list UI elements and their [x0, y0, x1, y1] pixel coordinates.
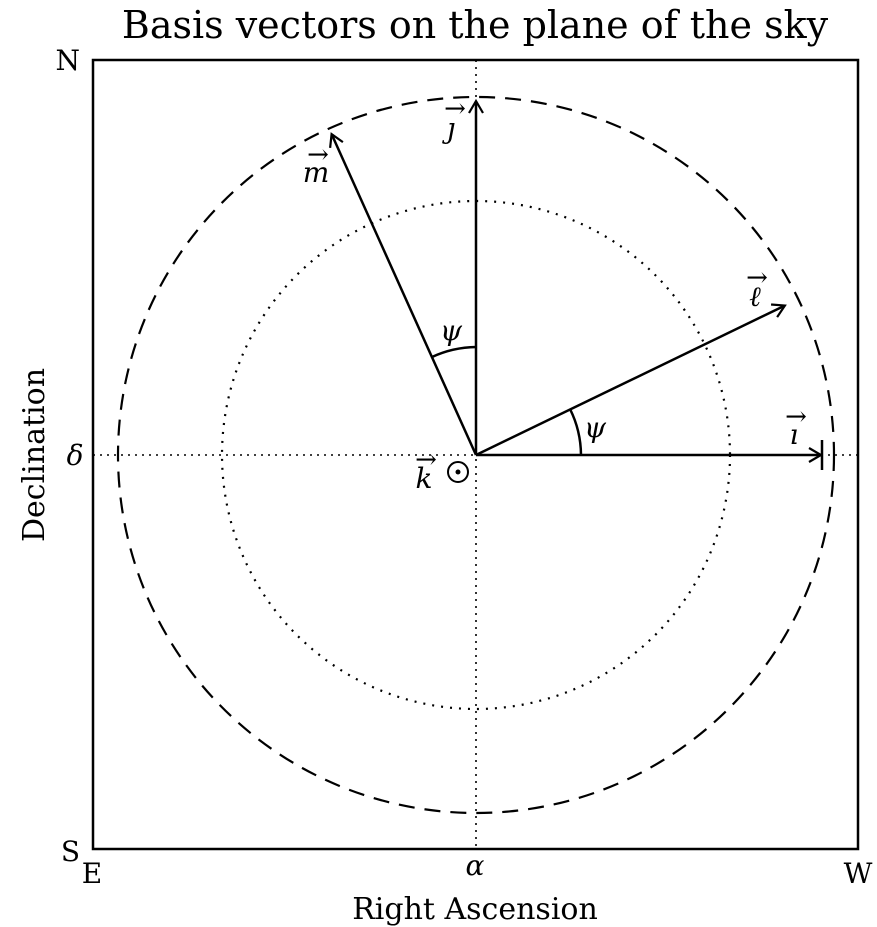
label-l-arrow: →	[746, 263, 768, 293]
label-k-arrow: →	[415, 445, 437, 475]
label-i: → ı	[785, 402, 807, 451]
vector-m	[329, 132, 478, 456]
label-k: → k	[415, 445, 437, 495]
north-label: N	[56, 44, 81, 77]
east-label: E	[82, 857, 102, 890]
y-axis-label: Declination	[17, 368, 52, 542]
label-i-letter: ı	[790, 418, 799, 451]
alpha-mark: α	[466, 849, 485, 882]
x-axis-label: Right Ascension	[352, 892, 598, 927]
out-of-plane-icon	[447, 461, 469, 483]
label-l: → ℓ	[746, 263, 768, 313]
label-j-arrow: →	[444, 94, 466, 124]
dashed-circle	[116, 95, 836, 815]
angle-label-upper: ψ	[440, 314, 463, 347]
angle-arc-lower	[568, 408, 583, 456]
angle-label-lower: ψ	[584, 411, 607, 444]
south-label: S	[61, 835, 80, 868]
label-m-letter: m	[303, 156, 330, 189]
label-m-arrow: →	[307, 140, 329, 170]
west-label: W	[844, 857, 873, 890]
diagram-title: Basis vectors on the plane of the sky	[122, 3, 829, 47]
vector-l	[475, 303, 787, 457]
label-l-letter: ℓ	[749, 280, 761, 313]
angle-arc-upper	[431, 345, 477, 359]
label-j: → ȷ	[442, 94, 466, 145]
label-i-arrow: →	[785, 402, 807, 432]
label-k-letter: k	[416, 462, 433, 495]
delta-mark: δ	[67, 439, 84, 472]
label-m: → m	[303, 140, 330, 189]
